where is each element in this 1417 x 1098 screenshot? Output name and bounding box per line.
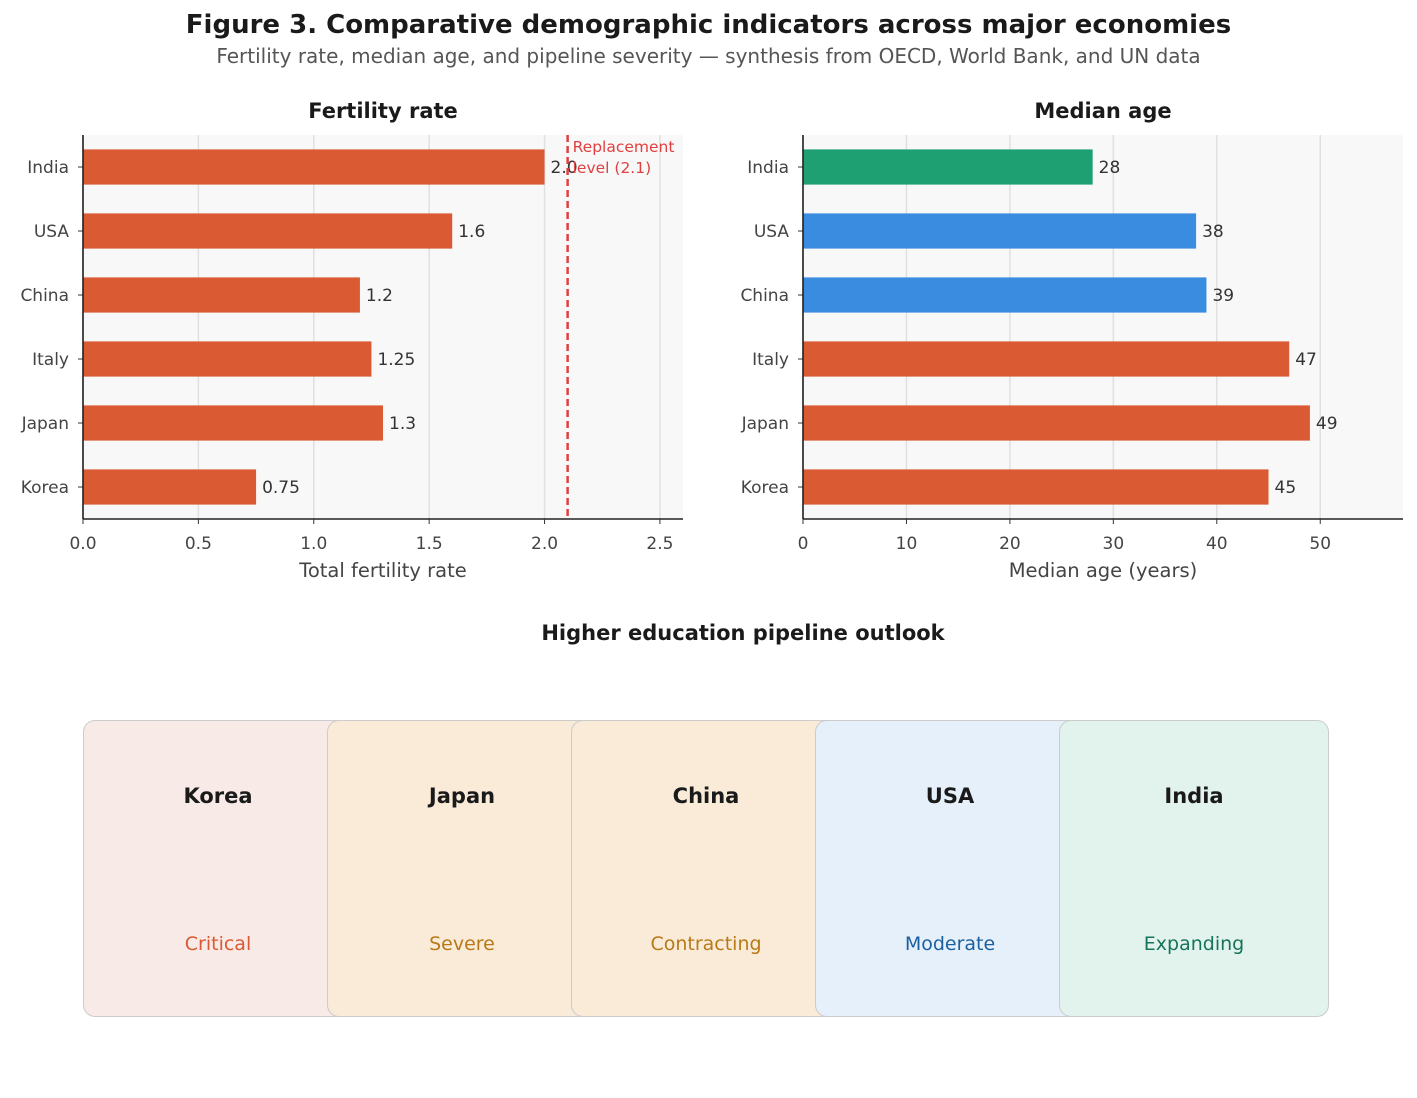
bar-value-label: 38: [1202, 222, 1224, 242]
y-tick-label: USA: [34, 222, 70, 242]
pipeline-card-usa: USA Moderate: [815, 720, 1085, 1017]
y-tick-label: Korea: [741, 478, 789, 498]
bar-value-label: 0.75: [262, 478, 300, 498]
bar-italy: [803, 341, 1290, 377]
replacement-level-label: Replacement: [573, 138, 675, 156]
bar-value-label: 49: [1316, 414, 1338, 434]
y-tick-label: Italy: [32, 350, 69, 370]
bar-value-label: 2.0: [551, 158, 578, 178]
x-tick-label: 0.5: [185, 534, 212, 554]
pipeline-card-japan: Japan Severe: [327, 720, 597, 1017]
pipeline-card-status: Contracting: [650, 933, 762, 955]
pipeline-card-country: USA: [925, 784, 975, 808]
pipeline-card-country: Korea: [183, 784, 253, 808]
pipeline-card-country: China: [672, 784, 740, 808]
y-tick-label: China: [740, 286, 789, 306]
bar-usa: [803, 213, 1197, 249]
figure-title: Figure 3. Comparative demographic indica…: [185, 10, 1232, 40]
x-tick-label: 1.5: [416, 534, 443, 554]
bar-value-label: 45: [1275, 478, 1297, 498]
y-tick-label: Japan: [21, 414, 69, 434]
x-tick-label: 2.0: [531, 534, 558, 554]
bar-value-label: 47: [1295, 350, 1317, 370]
y-tick-label: Korea: [21, 478, 69, 498]
bar-value-label: 1.3: [389, 414, 416, 434]
bar-japan: [803, 405, 1310, 441]
y-tick-label: Italy: [752, 350, 789, 370]
plot-background: [83, 135, 683, 519]
pipeline-card-status: Moderate: [904, 933, 996, 955]
bar-japan: [83, 405, 383, 441]
pipeline-card-status: Expanding: [1143, 933, 1245, 955]
bar-usa: [83, 213, 453, 249]
y-tick-label: India: [27, 158, 69, 178]
bar-india: [803, 149, 1093, 185]
pipeline-card-korea: Korea Critical: [83, 720, 353, 1017]
bar-value-label: 28: [1099, 158, 1121, 178]
figure-subtitle: Fertility rate, median age, and pipeline…: [216, 44, 1201, 68]
pipeline-card-india: India Expanding: [1059, 720, 1329, 1017]
y-tick-label: India: [747, 158, 789, 178]
bar-italy: [83, 341, 372, 377]
fertility-rate-chart: Fertility rate 2.0 India 1.6 USA 1.2 China 1.25…: [20, 99, 683, 582]
bar-value-label: 1.6: [458, 222, 485, 242]
pipeline-card-china: China Contracting: [571, 720, 841, 1017]
x-tick-label: 0.0: [69, 534, 96, 554]
pipeline-title: Higher education pipeline outlook: [541, 621, 945, 645]
bar-value-label: 39: [1212, 286, 1234, 306]
y-tick-label: Japan: [741, 414, 789, 434]
chart-title: Fertility rate: [308, 99, 458, 123]
pipeline-card-status: Severe: [429, 933, 495, 955]
pipeline-card-status: Critical: [184, 933, 252, 955]
bar-china: [83, 277, 360, 313]
bar-korea: [803, 469, 1269, 505]
pipeline-card-country: Japan: [428, 784, 496, 808]
median-age-chart: Median age 28 India 38 USA 39 China 47 Italy 49 Ja…: [740, 99, 1403, 582]
chart-title: Median age: [1034, 99, 1171, 123]
x-tick-label: 20: [999, 534, 1021, 554]
y-tick-label: USA: [754, 222, 790, 242]
x-axis-label: Total fertility rate: [298, 559, 467, 582]
x-tick-label: 50: [1309, 534, 1331, 554]
x-tick-label: 1.0: [300, 534, 327, 554]
y-tick-label: China: [20, 286, 69, 306]
x-tick-label: 10: [896, 534, 918, 554]
x-tick-label: 40: [1206, 534, 1228, 554]
x-tick-label: 0: [798, 534, 809, 554]
pipeline-card-country: India: [1164, 784, 1224, 808]
x-axis-label: Median age (years): [1009, 559, 1198, 582]
replacement-level-label: level (2.1): [573, 159, 652, 177]
bar-india: [83, 149, 545, 185]
plot-background: [803, 135, 1403, 519]
bar-value-label: 1.25: [377, 350, 415, 370]
bar-china: [803, 277, 1207, 313]
x-tick-label: 30: [1103, 534, 1125, 554]
bar-value-label: 1.2: [366, 286, 393, 306]
x-tick-label: 2.5: [646, 534, 673, 554]
bar-korea: [83, 469, 257, 505]
